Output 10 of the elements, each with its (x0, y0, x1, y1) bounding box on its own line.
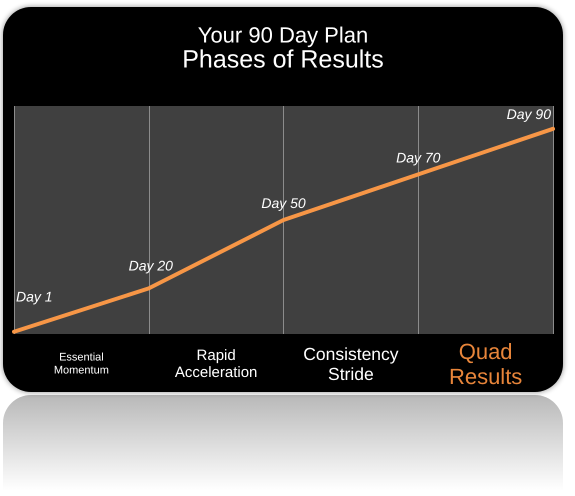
data-label: Day 20 (128, 257, 174, 274)
text: Quad Results (448, 339, 522, 389)
text: Consistency Stride (303, 344, 399, 384)
text: Rapid Acceleration (174, 347, 258, 381)
data-label: Day 1 (16, 288, 53, 305)
chart-title: Your 90 Day Plan (198, 22, 368, 48)
data-label: Day 70 (396, 149, 441, 166)
data-label: Day 90 (506, 106, 552, 122)
data-label: Day 50 (261, 195, 306, 211)
text: Essential Momentum (54, 352, 109, 376)
